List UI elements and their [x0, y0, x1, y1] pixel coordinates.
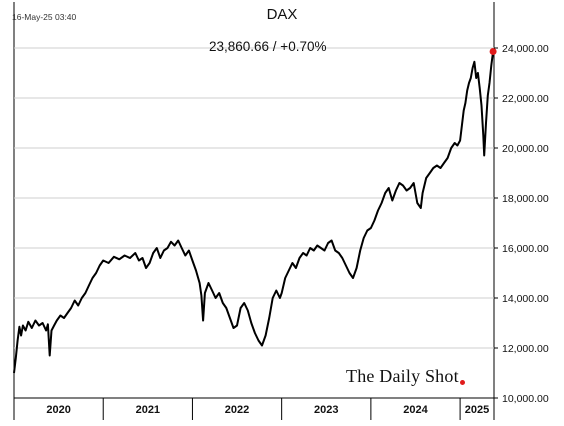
y-axis: 10,000.00 12,000.00 14,000.00 16,000.00 18,0…: [494, 43, 549, 405]
last-value-marker: [489, 47, 497, 55]
gridlines: [13, 2, 495, 420]
x-category-label: 2024: [403, 404, 428, 416]
watermark-text: The Daily Shot: [346, 366, 459, 386]
x-axis: 2020 2021 2022 2023 2024 2025: [14, 397, 494, 420]
plot-area: [13, 47, 497, 374]
x-category-label: 2021: [136, 404, 160, 416]
y-tick-label: 10,000.00: [502, 393, 549, 405]
watermark-dot-icon: [459, 380, 465, 385]
y-tick-label: 20,000.00: [502, 143, 549, 155]
x-category-label: 2022: [225, 404, 249, 416]
y-tick-label: 16,000.00: [502, 243, 549, 255]
y-tick-label: 12,000.00: [502, 343, 549, 355]
y-tick-label: 24,000.00: [502, 43, 549, 55]
x-category-label: 2020: [46, 404, 70, 416]
dax-series-line: [13, 51, 495, 374]
y-tick-label: 14,000.00: [502, 293, 549, 305]
y-tick-label: 22,000.00: [502, 93, 549, 105]
x-category-label: 2025: [465, 404, 489, 416]
y-tick-label: 18,000.00: [502, 193, 549, 205]
chart-title: DAX: [266, 6, 298, 23]
price-readout: 23,860.66 / +0.70%: [209, 39, 327, 54]
watermark-logo: The Daily Shot: [346, 366, 465, 387]
timestamp: 16-May-25 03:40: [12, 12, 77, 22]
x-category-label: 2023: [314, 404, 338, 416]
